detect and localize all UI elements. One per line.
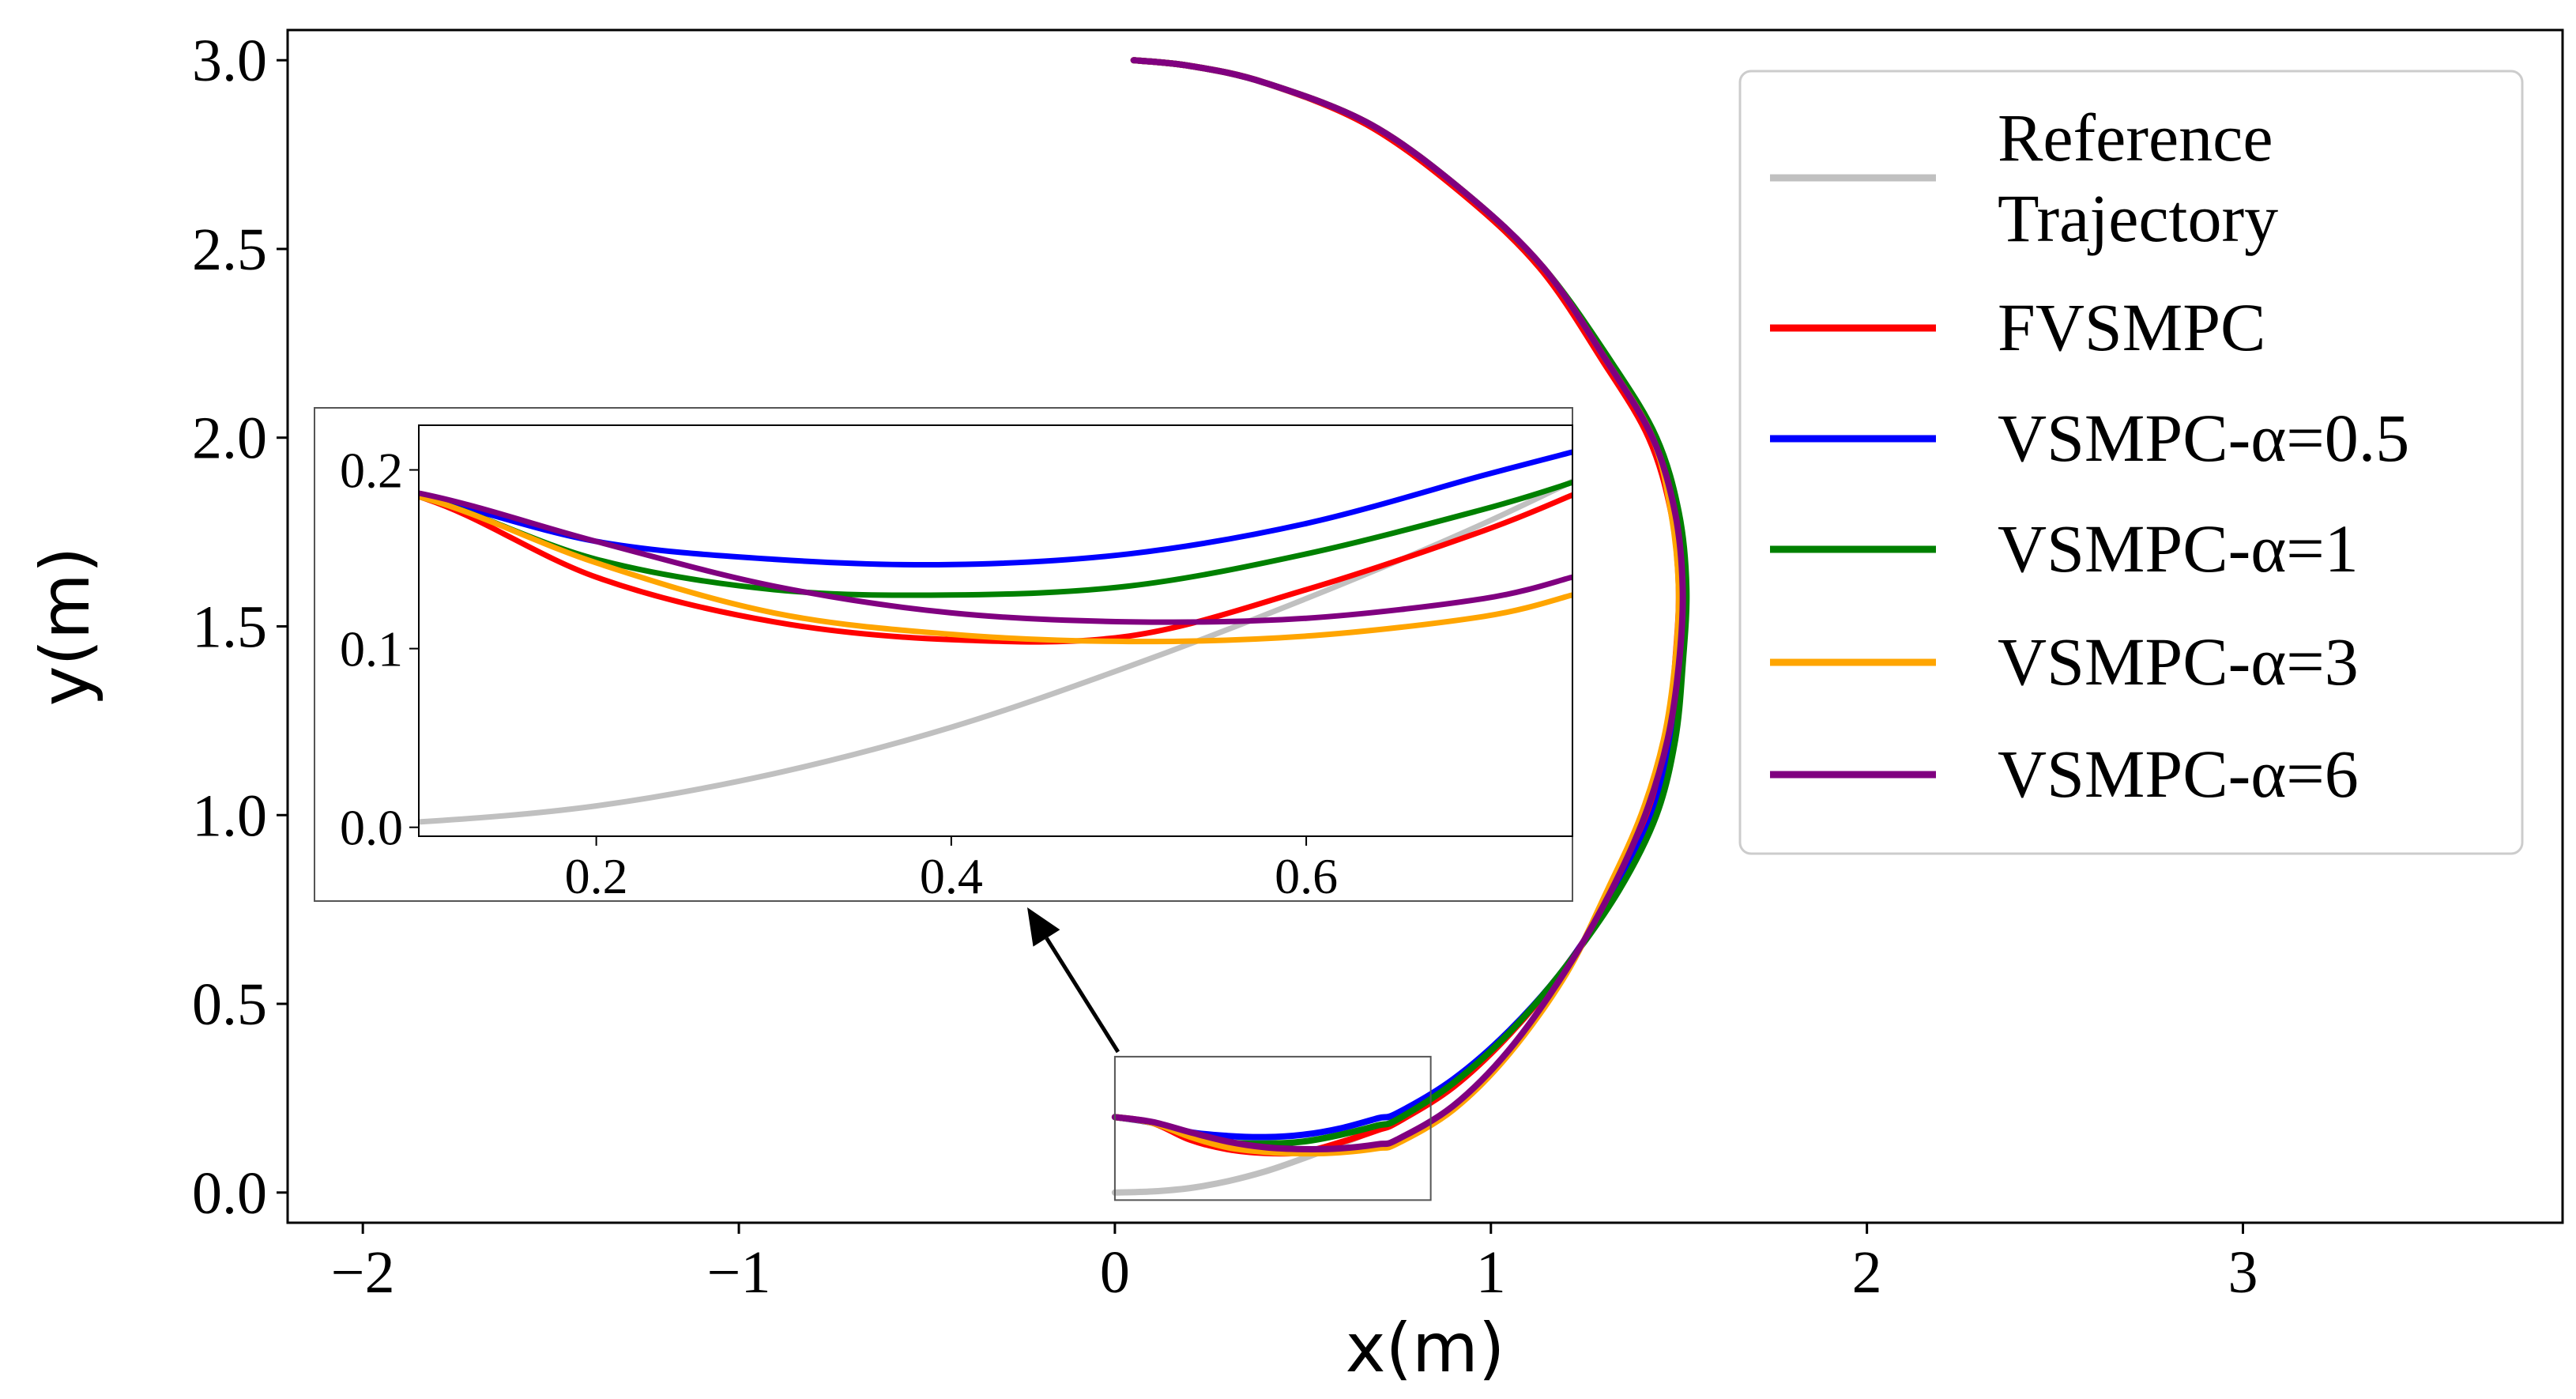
inset-plot-frame (418, 424, 1573, 837)
y-tick-label: 1.0 (192, 782, 267, 849)
legend: Reference Trajectory FVSMPC VSMPC-α=0.5 VSMP… (1738, 70, 2524, 855)
inset-series-line-vsmpc-6 (419, 490, 1572, 625)
inset-y-tick-label: 0.1 (340, 621, 403, 677)
inset-plot: 0.2 0.4 0.6 0.0 0.1 0.2 (314, 407, 1573, 904)
x-tick-label: −1 (707, 1239, 771, 1306)
legend-label: VSMPC-α=6 (1998, 736, 2359, 812)
y-tick-label: 2.5 (192, 217, 267, 283)
y-tick-label: 0.5 (192, 971, 267, 1038)
legend-entry-vsmpc-1: VSMPC-α=1 (1770, 511, 2359, 586)
x-tick-label: 0 (1100, 1239, 1130, 1306)
x-tick-label: −2 (331, 1239, 395, 1306)
y-tick-label: 1.5 (192, 594, 267, 661)
x-tick-label: 2 (1852, 1239, 1882, 1306)
x-axis-ticks: −2 −1 0 1 2 3 (331, 1223, 2258, 1306)
y-tick-label: 3.0 (192, 28, 267, 94)
y-axis-label: y(m) (26, 547, 105, 707)
inset-y-axis-ticks: 0.0 0.1 0.2 (340, 443, 419, 856)
zoom-region-box (1113, 1055, 1432, 1201)
zoom-arrow (1045, 937, 1120, 1054)
main-series-group (1111, 57, 1690, 1196)
legend-entry-reference-trajectory: Reference Trajectory (1770, 100, 2278, 256)
inset-series-line-vsmpc-0-5 (419, 449, 1572, 568)
inset-x-tick-label: 0.6 (1275, 848, 1338, 904)
inset-y-tick-label: 0.2 (340, 443, 403, 499)
legend-entries: Reference Trajectory FVSMPC VSMPC-α=0.5 VSMP… (1770, 100, 2409, 812)
inset-x-tick-label: 0.2 (565, 848, 628, 904)
legend-label: VSMPC-α=3 (1998, 624, 2359, 700)
y-tick-label: 0.0 (192, 1160, 267, 1227)
legend-label: Reference Trajectory (1998, 100, 2278, 256)
x-tick-label: 1 (1476, 1239, 1506, 1306)
legend-entry-vsmpc-3: VSMPC-α=3 (1770, 624, 2359, 700)
zoom-arrow-head (1027, 907, 1060, 947)
y-tick-label: 2.0 (192, 405, 267, 472)
inset-outer-frame (314, 407, 1573, 902)
legend-label: VSMPC-α=0.5 (1998, 400, 2409, 476)
inset-y-tick-label: 0.0 (340, 800, 403, 856)
y-axis-ticks: 0.0 0.5 1.0 1.5 2.0 2.5 3.0 (192, 28, 288, 1227)
inset-x-axis-ticks: 0.2 0.4 0.6 (565, 836, 1338, 904)
legend-label: FVSMPC (1998, 289, 2265, 365)
legend-entry-fvsmpc: FVSMPC (1770, 289, 2265, 365)
x-tick-label: 3 (2228, 1239, 2258, 1306)
main-plot-frame (286, 28, 2564, 1224)
inset-x-tick-label: 0.4 (920, 848, 983, 904)
series-line-vsmpc-6 (1111, 57, 1686, 1152)
inset-series-group (419, 449, 1572, 825)
x-axis-label: x(m) (1346, 1309, 1505, 1388)
legend-box (1738, 70, 2524, 855)
inset-series-line-vsmpc-3 (419, 493, 1572, 645)
legend-label: VSMPC-α=1 (1998, 511, 2359, 586)
legend-entry-vsmpc-6: VSMPC-α=6 (1770, 736, 2359, 812)
legend-entry-vsmpc-0-5: VSMPC-α=0.5 (1770, 400, 2409, 476)
inset-series-line-fvsmpc (419, 492, 1572, 645)
main-plot: −2 −1 0 1 2 3 0.0 0.5 1.0 1.5 2.0 2.5 3.0 (192, 28, 2564, 1306)
